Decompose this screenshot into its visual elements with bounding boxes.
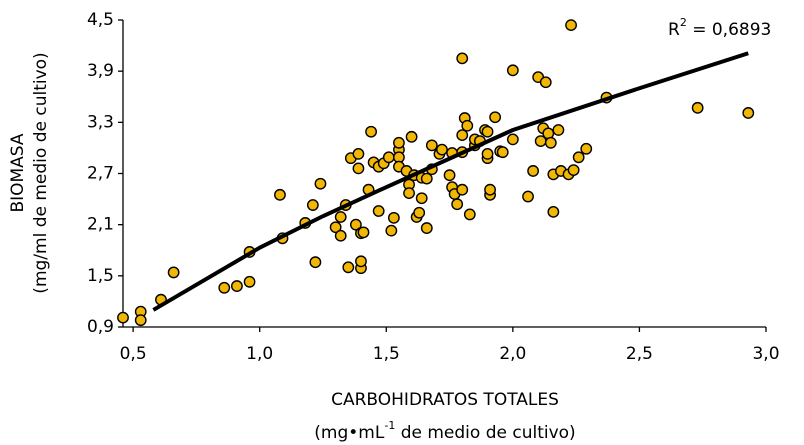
data-point: [742, 107, 755, 119]
data-point: [461, 119, 474, 132]
trend-line: [152, 51, 749, 312]
data-point: [489, 111, 502, 124]
data-point: [539, 76, 552, 89]
data-point: [342, 261, 355, 274]
data-point: [481, 147, 494, 160]
y-axis-label: BIOMASA: [8, 133, 28, 212]
x-tick-label: 2,0: [499, 344, 526, 364]
data-point: [691, 101, 704, 114]
data-point: [522, 190, 534, 203]
y-tick-label: 2,1: [87, 215, 114, 235]
data-point: [357, 226, 370, 239]
data-point: [314, 177, 327, 190]
y-tick-label: 4,5: [87, 10, 114, 30]
data-point: [481, 125, 494, 138]
x-tick-label: 1,5: [373, 344, 400, 364]
annotation-text: R: [668, 20, 680, 40]
data-point: [403, 187, 415, 200]
data-point: [415, 192, 428, 205]
data-point: [443, 169, 456, 182]
x-tick-label: 3,0: [752, 344, 779, 364]
unit-text: de medio de cultivo): [395, 423, 575, 443]
data-point: [552, 124, 565, 136]
data-point: [451, 198, 464, 211]
unit-exponent: -1: [384, 419, 395, 432]
data-point: [580, 142, 593, 155]
data-point: [355, 255, 367, 268]
data-point: [387, 211, 400, 224]
data-point: [456, 52, 469, 65]
y-tick-label: 0,9: [87, 317, 114, 337]
data-point: [117, 311, 129, 324]
data-point: [352, 147, 365, 160]
data-point: [334, 229, 347, 242]
unit-text: (mg•mL: [314, 423, 385, 443]
data-point: [456, 183, 469, 196]
annotation-exponent: 2: [680, 16, 687, 29]
data-point: [506, 64, 519, 77]
x-tick-label: 1,0: [246, 344, 273, 364]
data-point: [544, 136, 557, 149]
data-point: [506, 133, 519, 146]
x-axis-unit: (mg•mL-1 de medio de cultivo): [314, 419, 575, 443]
data-point: [567, 164, 580, 176]
data-point: [329, 221, 342, 234]
y-tick-label: 1,5: [87, 266, 114, 286]
data-point: [463, 208, 476, 221]
y-tick-label: 2,7: [87, 164, 114, 184]
data-point: [484, 183, 496, 196]
data-point: [365, 125, 377, 138]
y-tick-label: 3,3: [87, 112, 114, 132]
data-point: [496, 146, 509, 159]
data-point: [334, 211, 347, 223]
data-point: [405, 130, 418, 143]
data-point: [385, 224, 398, 237]
data-point: [425, 139, 438, 152]
data-point: [393, 136, 405, 149]
r2-annotation: R2 = 0,6893: [668, 16, 771, 40]
data-point: [436, 143, 448, 156]
data-point: [420, 222, 433, 234]
data-point: [218, 281, 231, 294]
data-point: [372, 205, 385, 217]
data-point: [309, 256, 322, 269]
data-point: [565, 19, 577, 32]
data-point: [382, 151, 395, 164]
data-point: [527, 165, 540, 177]
data-point: [413, 206, 426, 219]
x-axis-label: CARBOHIDRATOS TOTALES: [331, 390, 559, 410]
data-point: [420, 172, 433, 185]
x-tick-label: 2,5: [626, 344, 653, 364]
data-point: [167, 266, 180, 279]
data-point: [547, 205, 560, 218]
data-point: [306, 199, 319, 211]
x-tick-label: 0,5: [120, 344, 147, 364]
data-point: [134, 314, 147, 327]
data-point: [456, 129, 469, 142]
y-tick-label: 3,9: [87, 61, 114, 81]
annotation-text: = 0,6893: [687, 20, 772, 40]
data-point: [349, 218, 362, 231]
data-point: [352, 162, 365, 175]
y-axis-unit: (mg/ml de medio de cultivo): [31, 52, 51, 293]
data-point: [572, 151, 585, 164]
data-point: [243, 275, 256, 288]
data-point: [274, 188, 286, 201]
data-point: [231, 280, 243, 292]
